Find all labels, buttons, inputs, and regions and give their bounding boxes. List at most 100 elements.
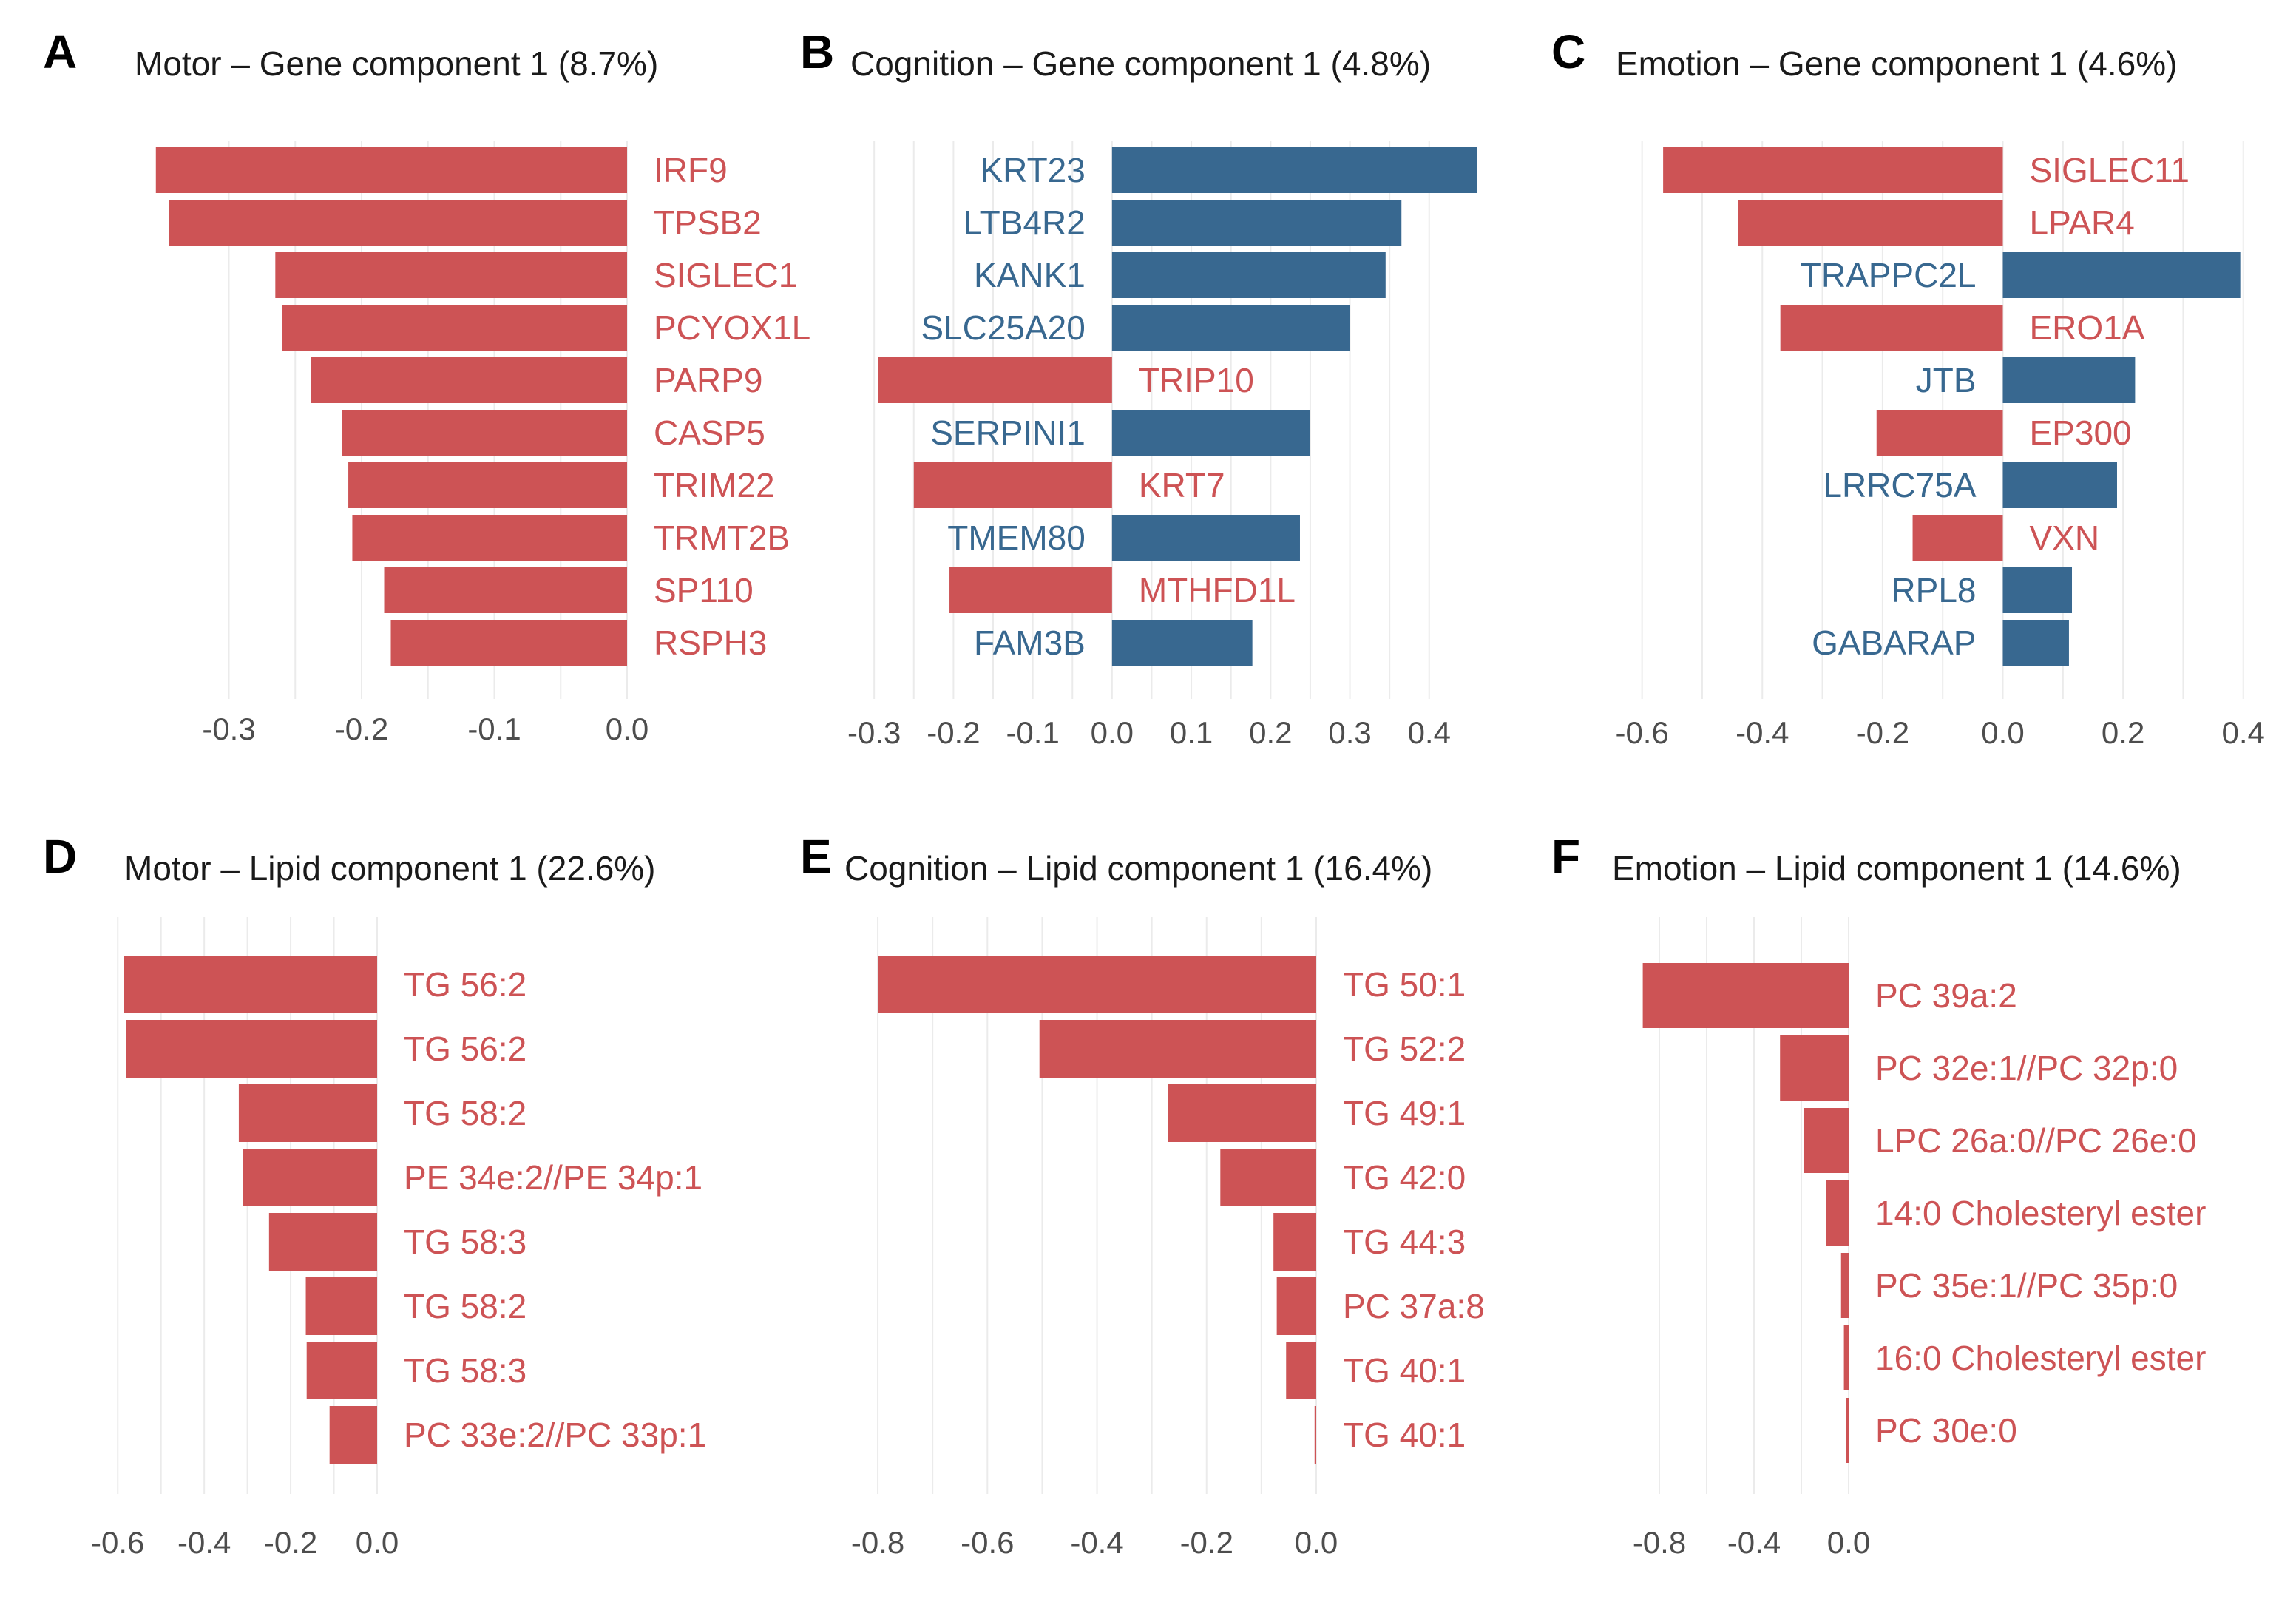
- bar-label: TRAPPC2L: [1801, 256, 1977, 294]
- bar: [1663, 147, 2003, 193]
- bar-label: VXN: [2030, 518, 2100, 557]
- bar: [282, 305, 627, 351]
- x-tick-label: 0.1: [1170, 715, 1213, 750]
- bar: [1111, 147, 1477, 193]
- x-tick-label: -0.2: [335, 712, 388, 746]
- bar: [2002, 357, 2136, 403]
- bar-labels: TG 56:2 TG 56:2 TG 58:2 PE 34e:2//PE 34p:1 T…: [404, 965, 706, 1454]
- bar: [384, 567, 627, 613]
- bar-label: GABARAP: [1812, 623, 1976, 662]
- x-tick-label: 0.3: [1328, 715, 1371, 750]
- x-axis-ticks: -0.6 -0.4 -0.2 0.0 0.2 0.4: [1615, 715, 2264, 750]
- panel-b: B Cognition – Gene component 1 (4.8%) KR…: [800, 25, 1477, 750]
- x-tick-label: -0.8: [851, 1525, 904, 1560]
- x-tick-label: 0.0: [356, 1525, 399, 1560]
- panel-letter: D: [43, 830, 77, 883]
- bar: [1039, 1020, 1316, 1078]
- bar: [1168, 1084, 1316, 1142]
- bar: [169, 200, 628, 246]
- chart-title: Motor – Lipid component 1 (22.6%): [124, 849, 656, 888]
- panel-letter: C: [1551, 25, 1585, 78]
- bar-label: LTB4R2: [964, 203, 1086, 242]
- bar: [126, 1020, 377, 1078]
- bar: [1286, 1342, 1316, 1399]
- bar-label: PC 37a:8: [1343, 1287, 1485, 1325]
- bar-label: SIGLEC11: [2030, 151, 2190, 189]
- bar-label: TRIP10: [1139, 361, 1254, 399]
- bar-label: PC 35e:1//PC 35p:0: [1875, 1266, 2178, 1305]
- bar: [1111, 410, 1310, 456]
- panel-c: C Emotion – Gene component 1 (4.6%) SIGL…: [1551, 25, 2265, 750]
- bar: [1111, 620, 1253, 666]
- x-axis-ticks: -0.8 -0.6 -0.4 -0.2 0.0: [851, 1525, 1338, 1560]
- bar: [1804, 1108, 1849, 1173]
- bar: [306, 1342, 377, 1399]
- bar: [1111, 515, 1300, 561]
- x-axis-ticks: -0.3 -0.2 -0.1 0.0: [202, 712, 648, 746]
- bar-label: SP110: [654, 571, 754, 609]
- bar: [878, 357, 1112, 403]
- panel-a: A Motor – Gene component 1 (8.7%) IRF9 TP…: [43, 25, 810, 746]
- x-tick-label: 0.0: [1091, 715, 1134, 750]
- bar-label: TG 58:3: [404, 1223, 526, 1261]
- x-tick-label: -0.3: [847, 715, 901, 750]
- bar: [124, 956, 377, 1013]
- x-tick-label: 0.4: [1408, 715, 1451, 750]
- bar-label: TG 44:3: [1343, 1223, 1466, 1261]
- x-tick-label: 0.0: [1981, 715, 2024, 750]
- bars: [1663, 147, 2241, 666]
- bars: [878, 956, 1316, 1464]
- bar-label: TG 40:1: [1343, 1351, 1466, 1390]
- panel-letter: B: [800, 25, 834, 78]
- bar: [1846, 1398, 1849, 1463]
- bars: [878, 147, 1477, 666]
- bar: [1220, 1149, 1316, 1206]
- bar-label: KRT23: [981, 151, 1086, 189]
- bar-label: RSPH3: [654, 623, 767, 662]
- bar-label: 16:0 Cholesteryl ester: [1875, 1339, 2206, 1377]
- x-tick-label: -0.4: [1727, 1525, 1781, 1560]
- bar: [2002, 462, 2117, 508]
- bar: [1738, 200, 2003, 246]
- bar: [238, 1084, 377, 1142]
- bar-labels: KRT23 LTB4R2 KANK1 SLC25A20 TRIP10 SERPINI1 KR…: [921, 151, 1296, 662]
- bar: [342, 410, 627, 456]
- x-tick-label: -0.2: [264, 1525, 317, 1560]
- bar: [2002, 620, 2069, 666]
- x-axis-ticks: -0.6 -0.4 -0.2 0.0: [91, 1525, 399, 1560]
- chart-title: Cognition – Gene component 1 (4.8%): [850, 44, 1431, 83]
- bar: [352, 515, 627, 561]
- bar-label: TG 40:1: [1343, 1416, 1466, 1454]
- x-tick-label: -0.6: [961, 1525, 1014, 1560]
- bar-label: RPL8: [1891, 571, 1976, 609]
- chart-title: Emotion – Lipid component 1 (14.6%): [1612, 849, 2181, 888]
- x-tick-label: 0.2: [2102, 715, 2144, 750]
- bar-label: TMEM80: [947, 518, 1086, 557]
- bar: [1111, 252, 1386, 298]
- x-tick-label: -0.1: [467, 712, 521, 746]
- bar: [275, 252, 627, 298]
- panel-letter: F: [1551, 830, 1580, 883]
- bar-labels: TG 50:1 TG 52:2 TG 49:1 TG 42:0 TG 44:3 PC 37…: [1343, 965, 1485, 1454]
- bar-label: LPAR4: [2030, 203, 2135, 242]
- bar-label: FAM3B: [974, 623, 1086, 662]
- bar-label: ERO1A: [2030, 308, 2145, 347]
- bar: [1314, 1406, 1316, 1464]
- bar: [1840, 1253, 1849, 1318]
- bar: [311, 357, 627, 403]
- bar-label: LRRC75A: [1823, 466, 1976, 504]
- bar-label: 14:0 Cholesteryl ester: [1875, 1194, 2206, 1232]
- x-tick-label: -0.2: [1856, 715, 1909, 750]
- bar-label: PC 30e:0: [1875, 1411, 2017, 1450]
- bar-label: TG 58:2: [404, 1094, 526, 1132]
- x-tick-label: 0.0: [1827, 1525, 1870, 1560]
- bars: [124, 956, 377, 1464]
- x-tick-label: -0.8: [1633, 1525, 1686, 1560]
- x-tick-label: -0.3: [202, 712, 255, 746]
- bar-label: TG 58:2: [404, 1287, 526, 1325]
- bar: [155, 147, 627, 193]
- x-tick-label: 0.4: [2222, 715, 2265, 750]
- bar: [348, 462, 627, 508]
- bar-label: TG 52:2: [1343, 1030, 1466, 1068]
